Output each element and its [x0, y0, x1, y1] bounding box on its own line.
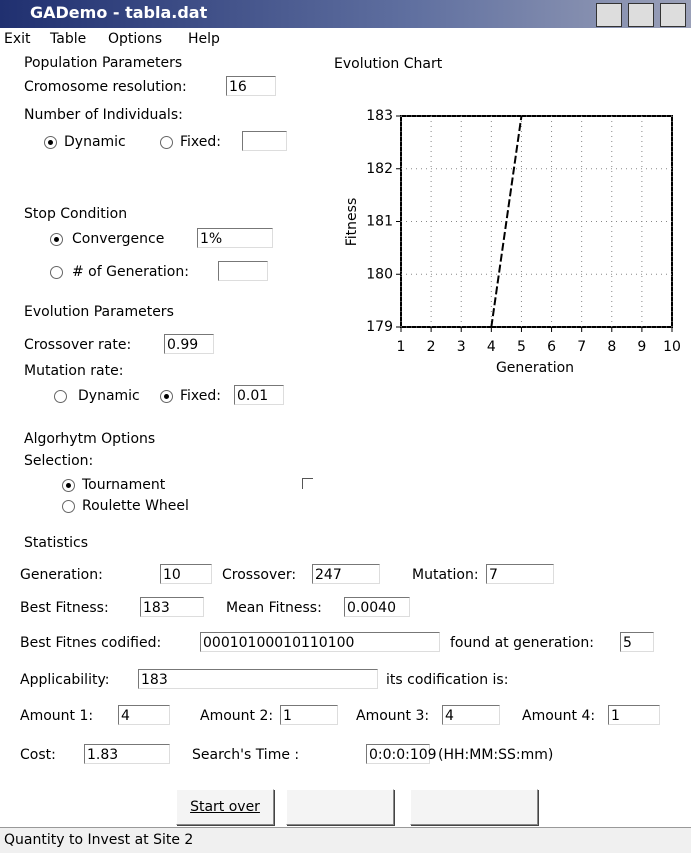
x-tick-label: 7 — [577, 339, 586, 355]
stat-label: found at generation: — [450, 634, 594, 652]
x-tick-label: 3 — [457, 339, 466, 355]
y-axis-label: Fitness — [344, 198, 360, 247]
x-axis-label: Generation — [496, 360, 574, 376]
evolution-chart: Evolution Chart Generation Fitness 17918… — [0, 0, 691, 400]
y-tick-label: 181 — [366, 214, 393, 230]
stat-label: Amount 2: — [200, 707, 273, 725]
stat-value[interactable]: 4 — [442, 705, 500, 725]
stat-label: Cost: — [20, 746, 56, 764]
x-tick-label: 2 — [427, 339, 436, 355]
radio-button[interactable] — [62, 500, 75, 513]
stat-label: Crossover: — [222, 566, 296, 584]
stat-value[interactable]: 1 — [608, 705, 660, 725]
app-window: GADemo - tabla.dat ExitTableOptionsHelp … — [0, 0, 691, 852]
stat-label: (HH:MM:SS:mm) — [438, 746, 553, 764]
stat-value[interactable]: 0.0040 — [344, 597, 410, 617]
x-tick-label: 1 — [397, 339, 406, 355]
status-bar: Quantity to Invest at Site 2 — [0, 827, 691, 853]
radio-button[interactable] — [62, 479, 75, 492]
chart-title: Evolution Chart — [334, 56, 443, 72]
y-tick-label: 180 — [366, 266, 393, 282]
x-tick-label: 6 — [547, 339, 556, 355]
section-heading: Algorhytm Options — [24, 430, 155, 448]
stat-value[interactable]: 00010100010110100 — [200, 632, 440, 652]
x-tick-label: 4 — [487, 339, 496, 355]
stat-label: Mutation: — [412, 566, 479, 584]
stat-label: Applicability: — [20, 671, 109, 689]
stat-value[interactable]: 183 — [138, 669, 378, 689]
section-heading: Statistics — [24, 534, 88, 552]
stat-value[interactable]: 7 — [486, 564, 554, 584]
disabled-button — [286, 789, 394, 825]
x-tick-label: 9 — [637, 339, 646, 355]
stat-label: Best Fitness: — [20, 599, 109, 617]
stat-value[interactable]: 5 — [620, 632, 654, 652]
stat-value[interactable]: 0:0:0:109 — [366, 744, 430, 764]
stat-value[interactable]: 1 — [280, 705, 338, 725]
stat-value[interactable]: 1.83 — [84, 744, 170, 764]
stat-value[interactable]: 4 — [118, 705, 170, 725]
stat-label: its codification is: — [386, 671, 508, 689]
stat-label: Generation: — [20, 566, 103, 584]
status-text: Quantity to Invest at Site 2 — [4, 831, 193, 849]
y-tick-label: 183 — [366, 108, 393, 124]
stat-value[interactable]: 247 — [312, 564, 380, 584]
x-tick-label: 10 — [663, 339, 681, 355]
radio-label: Roulette Wheel — [82, 497, 189, 515]
stat-label: Amount 3: — [356, 707, 429, 725]
y-tick-label: 182 — [366, 161, 393, 177]
stat-value[interactable]: 183 — [140, 597, 204, 617]
stat-label: Amount 1: — [20, 707, 93, 725]
stat-label: Search's Time : — [192, 746, 299, 764]
radio-label: Tournament — [82, 476, 165, 494]
y-tick-label: 179 — [366, 319, 393, 335]
x-tick-label: 5 — [517, 339, 526, 355]
stat-label: Amount 4: — [522, 707, 595, 725]
start-over-button[interactable]: Start over — [176, 789, 274, 825]
stat-label: Best Fitnes codified: — [20, 634, 161, 652]
checkbox[interactable] — [302, 478, 313, 489]
disabled-button — [410, 789, 538, 825]
stat-label: Mean Fitness: — [226, 599, 322, 617]
label: Selection: — [24, 452, 93, 470]
x-tick-label: 8 — [607, 339, 616, 355]
stat-value[interactable]: 10 — [160, 564, 212, 584]
